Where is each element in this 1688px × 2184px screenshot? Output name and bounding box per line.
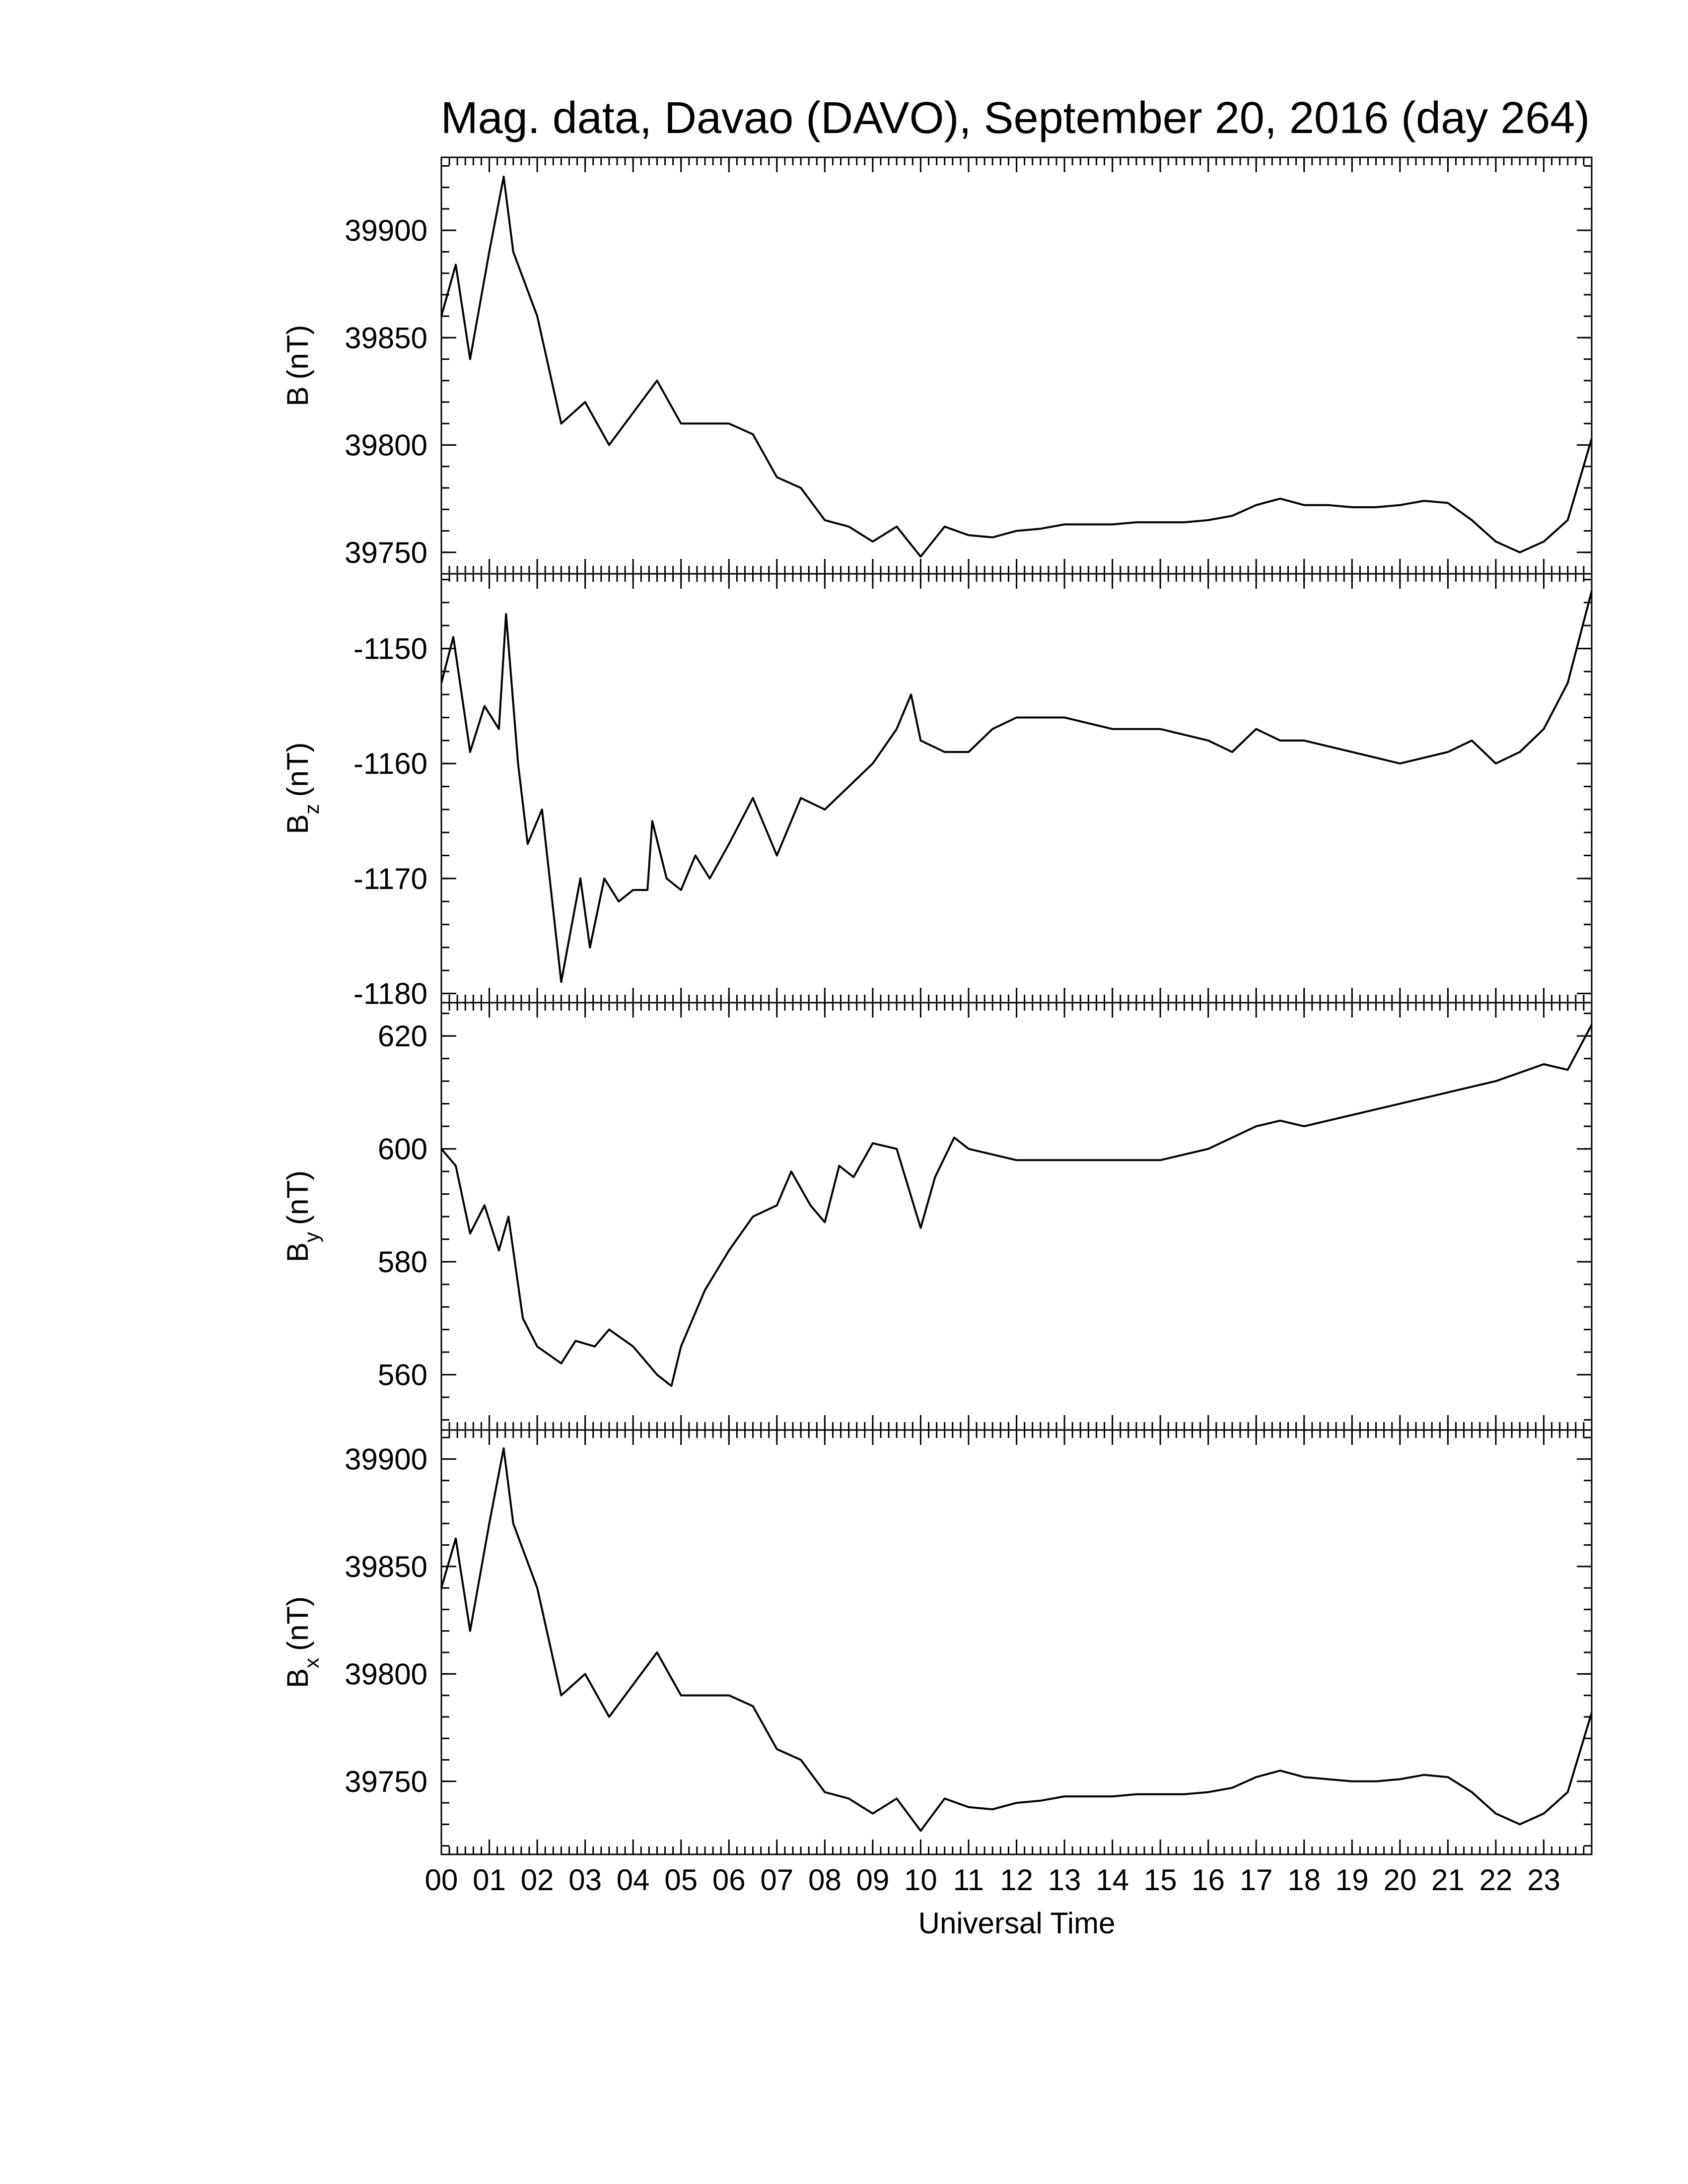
y-tick-label: 39850 — [345, 321, 427, 354]
y-label-sub: y — [300, 1232, 323, 1242]
x-tick-label: 11 — [953, 1863, 984, 1897]
x-tick-label: 08 — [808, 1863, 842, 1897]
x-tick-label: 05 — [664, 1863, 698, 1897]
y-tick-label: -1150 — [353, 632, 427, 666]
y-tick-label: 39800 — [345, 429, 427, 462]
x-tick-label: 02 — [521, 1863, 554, 1897]
y-label-main: B — [281, 386, 314, 406]
y-axis-label: Bz (nT) — [281, 742, 323, 834]
x-tick-label: 20 — [1383, 1863, 1416, 1897]
x-tick-label: 01 — [473, 1863, 506, 1897]
y-tick-label: 560 — [378, 1359, 427, 1392]
data-line — [440, 1447, 1593, 1832]
x-tick-label: 03 — [568, 1863, 602, 1897]
x-tick-label: 21 — [1431, 1863, 1465, 1897]
x-tick-label: 14 — [1096, 1863, 1129, 1897]
x-tick-label: 18 — [1287, 1863, 1321, 1897]
y-label-unit: (nT) — [281, 1596, 314, 1651]
x-tick-label: 13 — [1048, 1863, 1081, 1897]
y-tick-label: 39750 — [345, 1765, 427, 1798]
y-axis-label: By (nT) — [281, 1170, 323, 1262]
x-tick-label: 15 — [1144, 1863, 1177, 1897]
y-axis-label: Bx (nT) — [281, 1596, 323, 1688]
y-tick-label: 39850 — [345, 1550, 427, 1583]
y-tick-label: 580 — [378, 1245, 427, 1279]
x-tick-label: 09 — [856, 1863, 890, 1897]
x-tick-label: 06 — [712, 1863, 746, 1897]
y-label-unit: (nT) — [281, 742, 314, 797]
y-label-main: B — [281, 814, 314, 834]
x-tick-label: 19 — [1336, 1863, 1369, 1897]
x-tick-label: 07 — [760, 1863, 793, 1897]
y-tick-label: 39800 — [345, 1657, 427, 1691]
x-tick-label: 22 — [1479, 1863, 1513, 1897]
x-tick-label: 23 — [1527, 1863, 1560, 1897]
y-axis-label: B (nT) — [281, 325, 314, 406]
y-label-sub: z — [300, 804, 323, 814]
y-label-main: B — [281, 1668, 314, 1688]
y-label-unit: (nT) — [281, 1170, 314, 1225]
y-tick-label: -1160 — [353, 747, 427, 780]
y-tick-label: 39900 — [345, 214, 427, 247]
data-line — [440, 1024, 1593, 1387]
x-tick-label: 00 — [425, 1863, 458, 1897]
data-line — [440, 175, 1593, 558]
y-tick-label: 39900 — [345, 1442, 427, 1476]
x-tick-label: 12 — [1000, 1863, 1033, 1897]
y-label-unit: (nT) — [281, 325, 314, 379]
y-label-sub: x — [300, 1658, 323, 1668]
y-label-main: B — [281, 1242, 314, 1262]
x-tick-label: 17 — [1240, 1863, 1273, 1897]
x-tick-label: 10 — [904, 1863, 937, 1897]
data-line — [440, 591, 1593, 983]
x-tick-label: 04 — [617, 1863, 650, 1897]
chart-title: Mag. data, Davao (DAVO), September 20, 2… — [441, 93, 1590, 143]
y-tick-label: 600 — [378, 1133, 427, 1166]
x-tick-label: 16 — [1192, 1863, 1225, 1897]
y-tick-label: -1170 — [353, 862, 427, 895]
y-tick-label: 39750 — [345, 536, 427, 569]
x-axis-label: Universal Time — [918, 1907, 1116, 1940]
y-tick-label: -1180 — [353, 977, 427, 1010]
y-tick-label: 620 — [378, 1020, 427, 1053]
